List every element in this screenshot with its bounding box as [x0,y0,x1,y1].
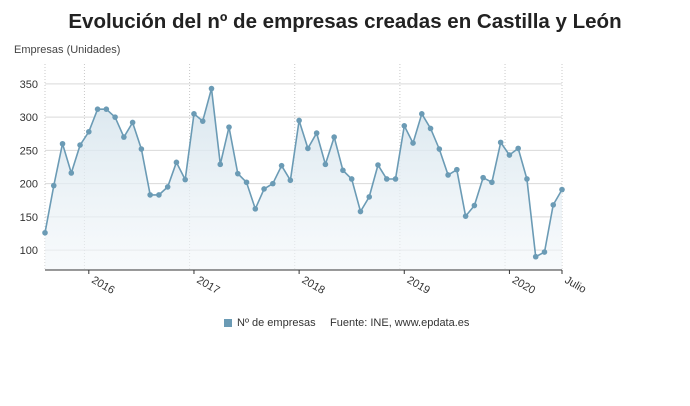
data-point [42,229,48,236]
data-point [234,170,241,177]
data-point [436,146,443,152]
data-point [480,174,486,181]
data-point [313,130,320,136]
data-point [86,128,92,135]
data-point [331,134,337,140]
x-tick-label: 2018 [300,274,327,297]
x-tick-label: 2019 [405,274,432,297]
data-point [489,179,495,186]
data-point [270,180,276,187]
y-tick-label: 100 [20,245,38,257]
data-point [366,194,373,200]
data-point [541,249,548,255]
data-point [454,166,460,173]
data-point [305,145,311,152]
data-point [103,106,110,112]
x-tick-label: Julio [563,274,589,296]
data-point [559,186,565,193]
data-point [77,142,83,148]
data-point [287,177,294,184]
data-point [506,152,513,158]
data-point [497,139,504,146]
data-point [261,186,267,192]
source-note: Fuente: INE, www.epdata.es [330,317,470,329]
data-point [182,176,189,183]
legend: Nº de empresas [224,317,316,329]
data-point [357,208,364,215]
chart-title: Evolución del nº de empresas creadas en … [68,10,622,33]
data-point [348,176,355,182]
data-point [199,118,206,124]
data-point [375,162,381,168]
data-point [164,184,171,190]
data-point [217,161,224,168]
data-point [410,140,416,146]
data-point [121,134,127,140]
data-point [340,167,346,174]
data-point [418,111,425,117]
y-tick-label: 200 [20,179,38,191]
data-point [191,111,197,117]
series-line [44,88,563,258]
y-axis-label: Empresas (Unidades) [14,44,121,56]
data-point [156,192,162,198]
data-point [147,192,153,198]
data-point [427,125,434,132]
data-point [445,172,451,178]
data-point [129,119,136,126]
data-point [462,213,469,219]
data-point [243,179,250,186]
data-point [226,124,232,130]
data-point [383,176,390,182]
data-point [112,114,118,120]
legend-label: Nº de empresas [237,317,316,329]
data-point [550,202,557,208]
y-tick-label: 300 [20,112,38,124]
x-tick-label: 2016 [89,274,116,297]
data-point [138,146,145,152]
data-point [94,106,101,112]
data-point [524,176,530,182]
data-point [532,253,539,260]
x-tick-label: 2020 [510,274,537,297]
y-tick-label: 150 [20,212,38,224]
data-point [68,170,75,176]
data-point [208,85,215,92]
x-tick-label: 2017 [194,274,221,297]
y-tick-label: 250 [20,145,38,157]
data-point [59,140,66,147]
data-point [296,117,302,124]
legend-swatch [224,319,232,327]
data-point [392,176,399,182]
data-point [515,145,521,152]
data-point [401,123,408,129]
data-point [252,206,259,212]
data-point [322,161,329,168]
data-point [50,182,57,189]
data-point [471,202,478,209]
data-point [278,162,285,169]
y-tick-label: 350 [20,79,38,91]
data-point [173,159,180,166]
